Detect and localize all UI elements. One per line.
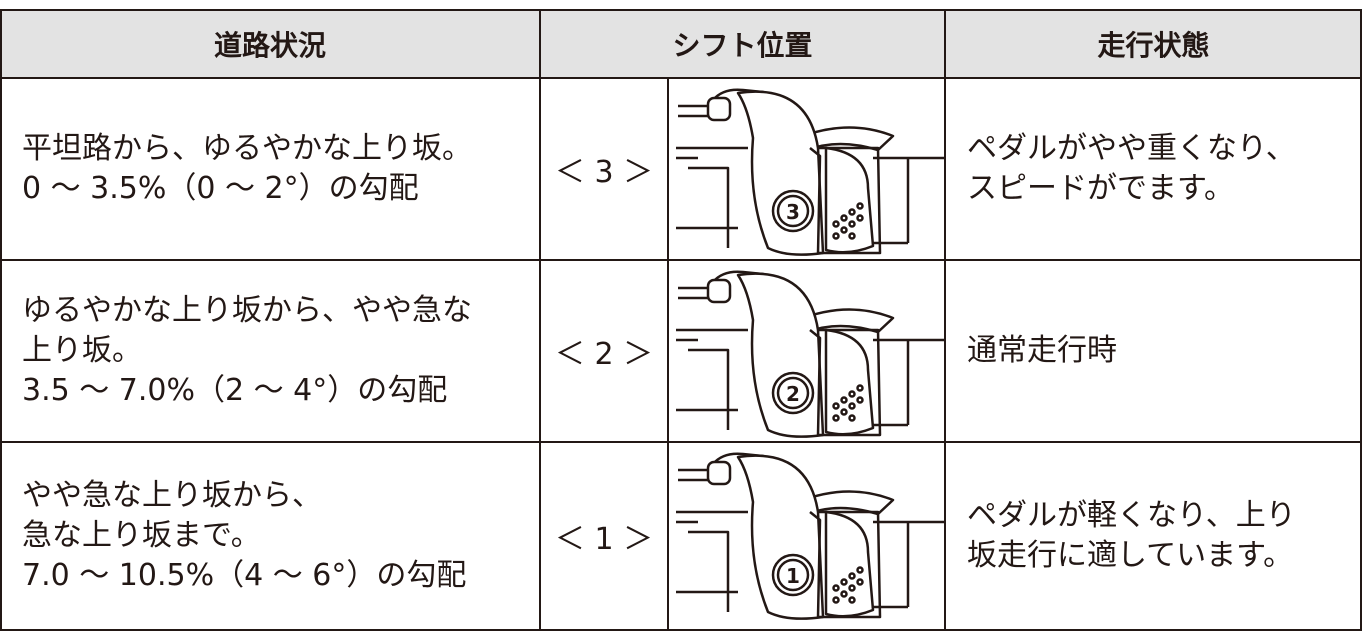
- col-border: [539, 10, 541, 630]
- condition-line: 急な上り坂まで。: [22, 518, 261, 553]
- condition-line: 0 ～ 3.5%（0 ～ 2°）の勾配: [22, 171, 419, 206]
- icon-cell: 3: [668, 78, 945, 260]
- row-border: [0, 441, 1362, 443]
- shifter-icon: 3: [676, 88, 945, 256]
- state-line: ペダルがやや重くなり、: [967, 131, 1296, 166]
- shifter-icon: 1: [676, 452, 945, 620]
- state-cell: ペダルがやや重くなり、 スピードがでます。: [945, 78, 1362, 260]
- condition-line: やや急な上り坂から、: [22, 478, 322, 513]
- header-cell: シフト位置: [540, 10, 945, 78]
- state-line: スピードがでます。: [967, 171, 1234, 206]
- col-border: [0, 10, 2, 630]
- condition-line: 3.5 ～ 7.0%（2 ～ 4°）の勾配: [22, 373, 448, 408]
- condition-cell: ゆるやかな上り坂から、やや急な 上り坂。 3.5 ～ 7.0%（2 ～ 4°）の勾配: [0, 260, 540, 442]
- col-border: [1360, 10, 1362, 630]
- icon-cell: 1: [668, 442, 945, 630]
- icon-cell: 2: [668, 260, 945, 442]
- condition-line: ゆるやかな上り坂から、やや急な: [22, 293, 472, 328]
- col-border: [667, 78, 669, 630]
- state-line: 通常走行時: [967, 333, 1117, 368]
- condition-line: 平坦路から、ゆるやかな上り坂。: [22, 131, 472, 166]
- header-text: シフト位置: [672, 29, 813, 62]
- condition-line: 上り坂。: [22, 333, 142, 368]
- state-cell: 通常走行時: [945, 260, 1362, 442]
- row-border: [0, 77, 1362, 79]
- position-cell: ＜ 1 ＞: [540, 442, 668, 630]
- gear-number: 1: [786, 564, 800, 588]
- position-cell: ＜ 3 ＞: [540, 78, 668, 260]
- row-border: [0, 629, 1362, 631]
- position-cell: ＜ 2 ＞: [540, 260, 668, 442]
- shifter-icon: 2: [676, 270, 945, 438]
- row-border: [0, 259, 1362, 261]
- position-label: ＜ 3 ＞: [554, 155, 654, 190]
- state-cell: ペダルが軽くなり、上り 坂走行に適しています。: [945, 442, 1362, 630]
- header-cell: 道路状況: [0, 10, 540, 78]
- condition-cell: やや急な上り坂から、 急な上り坂まで。 7.0 ～ 10.5%（4 ～ 6°）の勾配: [0, 442, 540, 630]
- gear-number: 3: [786, 200, 800, 224]
- col-border: [944, 10, 946, 630]
- state-line: ペダルが軽くなり、上り: [967, 498, 1296, 533]
- header-cell: 走行状態: [945, 10, 1362, 78]
- row-border: [0, 9, 1362, 11]
- position-label: ＜ 1 ＞: [554, 522, 654, 557]
- condition-cell: 平坦路から、ゆるやかな上り坂。 0 ～ 3.5%（0 ～ 2°）の勾配: [0, 78, 540, 260]
- position-label: ＜ 2 ＞: [554, 337, 654, 372]
- state-line: 坂走行に適しています。: [967, 538, 1294, 573]
- header-text: 道路状況: [213, 29, 326, 62]
- header-text: 走行状態: [1097, 29, 1210, 62]
- condition-line: 7.0 ～ 10.5%（4 ～ 6°）の勾配: [22, 558, 467, 593]
- gear-number: 2: [786, 382, 800, 406]
